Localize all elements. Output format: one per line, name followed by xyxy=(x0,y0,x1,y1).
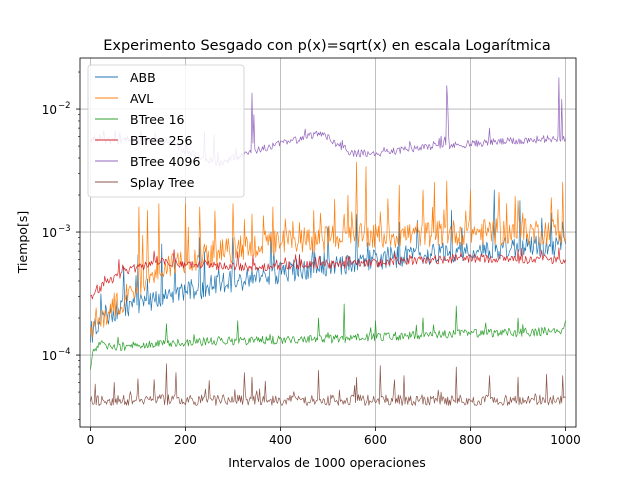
y-axis: 10−410−310−2 xyxy=(42,71,80,420)
legend-label: BTree 4096 xyxy=(130,154,200,169)
x-tick-label: 0 xyxy=(87,433,95,447)
chart-title: Experimento Sesgado con p(x)=sqrt(x) en … xyxy=(103,38,551,54)
y-tick-exponent: −2 xyxy=(58,101,71,111)
x-tick-label: 1000 xyxy=(550,433,581,447)
legend: ABB AVL BTree 16 BTree 256 BTree 4096 Splay T… xyxy=(87,64,245,198)
y-tick-label: 10 xyxy=(42,349,57,363)
y-tick-exponent: −3 xyxy=(58,224,71,234)
legend-label: AVL xyxy=(130,91,153,106)
x-axis-label: Intervalos de 1000 operaciones xyxy=(228,455,426,470)
legend-box xyxy=(87,64,245,198)
series-line-splay-tree xyxy=(90,363,566,406)
legend-label: BTree 256 xyxy=(130,133,192,148)
plot-frame xyxy=(79,57,577,428)
series-line-btree-16 xyxy=(90,303,566,370)
series-layer xyxy=(90,77,566,406)
series-line-btree-256 xyxy=(90,247,566,300)
x-tick-label: 600 xyxy=(364,433,387,447)
y-tick-label: 10 xyxy=(42,226,57,240)
y-axis-label: Tiempo[s] xyxy=(15,211,30,274)
legend-label: BTree 16 xyxy=(130,112,185,127)
x-axis: 0 200 400 600 800 1000 xyxy=(87,427,581,447)
legend-label: ABB xyxy=(130,70,156,85)
legend-label: Splay Tree xyxy=(130,175,195,190)
series-line-abb xyxy=(90,189,566,343)
x-tick-label: 800 xyxy=(459,433,482,447)
series-line-avl xyxy=(90,161,566,339)
x-tick-label: 200 xyxy=(174,433,197,447)
y-tick-label: 10 xyxy=(42,103,57,117)
x-tick-label: 400 xyxy=(269,433,292,447)
y-tick-exponent: −4 xyxy=(58,347,71,357)
